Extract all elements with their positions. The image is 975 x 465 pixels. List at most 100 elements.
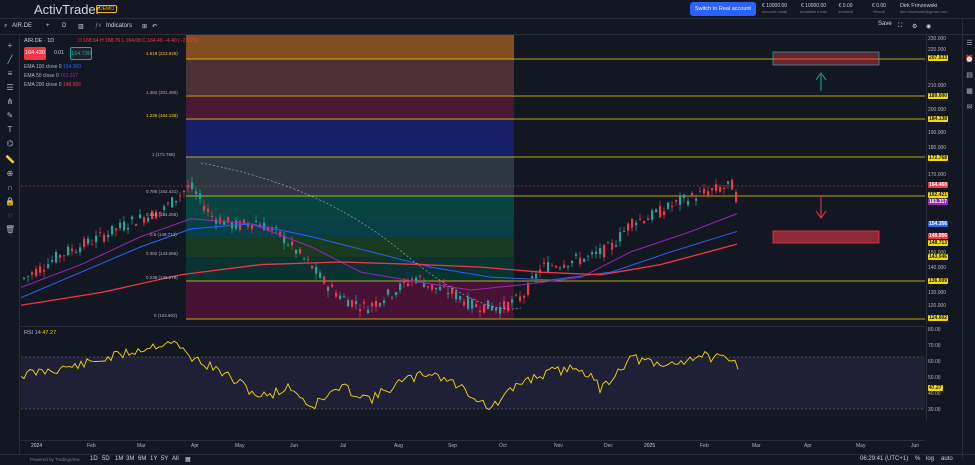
crosshair-icon[interactable]: +	[7, 41, 13, 50]
range-5y[interactable]: 5Y	[161, 456, 169, 462]
candle-body	[559, 267, 562, 269]
candle-body	[319, 272, 322, 278]
candle-body	[103, 234, 106, 242]
user-info[interactable]: Dirk Frinzewski dirk.frinzewski@gmail.com	[900, 3, 948, 14]
horizontal-line-icon[interactable]: ≡	[7, 69, 13, 78]
fib-label: 1 (172.768)	[152, 152, 176, 157]
lock-icon[interactable]: 🔒	[5, 197, 15, 206]
indicators-button[interactable]: Indicators	[106, 23, 133, 29]
settings-icon[interactable]: ⚙	[912, 24, 918, 30]
candle-body	[171, 197, 174, 208]
candle-body	[67, 246, 70, 256]
candle-body	[495, 307, 498, 311]
rsi-pane[interactable]: RSI 14 47.27	[21, 326, 925, 420]
zoom-icon[interactable]: ⊕	[6, 169, 14, 178]
indicator-ema100[interactable]: EMA 100 close 0 154.360	[24, 64, 81, 70]
price-chart[interactable]	[21, 35, 925, 325]
candle-body	[727, 181, 730, 184]
time-tick: Feb	[87, 443, 96, 449]
search-icon[interactable]: ⌕	[4, 23, 8, 29]
save-button[interactable]: Save	[878, 21, 892, 27]
pattern-icon[interactable]: ⌬	[6, 139, 14, 148]
symbol-selector[interactable]: AIR.DE	[12, 23, 33, 29]
trendline-icon[interactable]: ╱	[7, 55, 13, 64]
calendar-icon[interactable]: ▦	[966, 88, 973, 95]
candle-body	[79, 247, 82, 253]
auto-toggle[interactable]: auto	[941, 456, 953, 462]
candle-body	[447, 292, 450, 295]
interval-selector[interactable]: D	[62, 23, 67, 29]
price-tick: 160.000	[928, 195, 947, 201]
candle-body	[487, 300, 490, 310]
candle-body	[63, 255, 66, 257]
trash-icon[interactable]: 🗑	[5, 225, 16, 234]
time-tick: Mar	[137, 443, 146, 449]
candle-body	[435, 287, 438, 290]
camera-icon[interactable]: ◉	[926, 24, 932, 30]
candle-body	[567, 266, 570, 268]
layout-icon[interactable]: ⊞	[142, 24, 148, 30]
text-tool-icon[interactable]: T	[7, 125, 13, 134]
sell-price-box[interactable]: 164.430	[24, 47, 46, 60]
range-all[interactable]: All	[172, 456, 179, 462]
range-6m[interactable]: 6M	[138, 456, 147, 462]
candle-body	[507, 302, 510, 311]
time-tick: Dec	[604, 443, 613, 449]
rsi-canvas[interactable]	[21, 327, 925, 421]
candle-body	[243, 219, 246, 224]
time-tick: Sep	[448, 443, 457, 449]
fib-tool-icon[interactable]: ☰	[6, 83, 14, 92]
buy-price-box[interactable]: 164.730	[70, 47, 92, 60]
calendar-range-icon[interactable]: ▦	[185, 457, 191, 463]
chat-icon[interactable]: ✉	[966, 104, 973, 111]
candle-body	[419, 275, 422, 277]
rsi-legend[interactable]: RSI 14 47.27	[24, 330, 57, 336]
candle-body	[207, 208, 210, 213]
candle-body	[451, 287, 454, 294]
alerts-icon[interactable]: ⏰	[965, 56, 974, 63]
indicator-ema200[interactable]: EMA 200 close 0 148.956	[24, 82, 81, 88]
price-tick: 140.000	[928, 265, 947, 271]
clock[interactable]: 06:29:41 (UTC+1)	[860, 456, 909, 462]
fib-zone	[186, 157, 514, 195]
log-toggle[interactable]: log	[926, 456, 935, 462]
candle-body	[239, 221, 242, 230]
undo-icon[interactable]: ↶	[152, 24, 158, 30]
range-5d[interactable]: 5D	[102, 456, 110, 462]
ruler-icon[interactable]: 📏	[5, 155, 15, 164]
candle-body	[175, 200, 178, 203]
watchlist-icon[interactable]: ☰	[966, 40, 973, 47]
magnet-icon[interactable]: ∩	[7, 183, 13, 192]
price-tag: 124.602	[928, 315, 949, 321]
time-tick: 2025	[644, 443, 656, 449]
price-axis[interactable]: 230.000 220.000 210.000 200.000 190.000 …	[926, 35, 962, 325]
add-symbol-icon[interactable]: +	[46, 23, 50, 29]
candle-body	[427, 286, 430, 288]
powered-by[interactable]: Powered by TradingView	[30, 457, 80, 462]
range-1y[interactable]: 1Y	[150, 456, 158, 462]
range-1m[interactable]: 1M	[115, 456, 124, 462]
news-icon[interactable]: ▤	[966, 72, 973, 79]
rsi-axis[interactable]: 80.00 70.00 60.00 50.00 40.00 30.00 47.2…	[926, 326, 962, 420]
candle-body	[251, 224, 254, 229]
hide-icon[interactable]: ◌	[7, 211, 13, 220]
brush-icon[interactable]: ✎	[6, 111, 14, 120]
pitchfork-icon[interactable]: ⋔	[6, 97, 14, 106]
range-1d[interactable]: 1D	[90, 456, 98, 462]
ema50-line	[21, 213, 738, 291]
indicator-ema50[interactable]: EMA 50 close 0 161.317	[24, 73, 79, 79]
rsi-tick: 30.00	[928, 407, 941, 413]
price-chart-canvas[interactable]	[21, 35, 925, 325]
fib-label: 0.382 (143.066)	[146, 251, 178, 256]
switch-real-account-button[interactable]: Switch to Real account	[690, 2, 756, 16]
candle-body	[439, 286, 442, 291]
percent-toggle[interactable]: %	[915, 456, 921, 462]
candle-body	[323, 276, 326, 284]
range-3m[interactable]: 3M	[126, 456, 135, 462]
chart-type-icon[interactable]: ▥	[78, 24, 84, 30]
chart-toolbar: ⌕ AIR.DE + D ▥ ƒx Indicators ⊞ ↶ Save ⛶ …	[0, 19, 975, 35]
candle-body	[295, 249, 298, 254]
candle-body	[655, 209, 658, 213]
time-axis[interactable]: 2024 Feb Mar Apr May Jun Jul Aug Sep Oct…	[21, 440, 925, 454]
fullscreen-icon[interactable]: ⛶	[898, 23, 903, 29]
